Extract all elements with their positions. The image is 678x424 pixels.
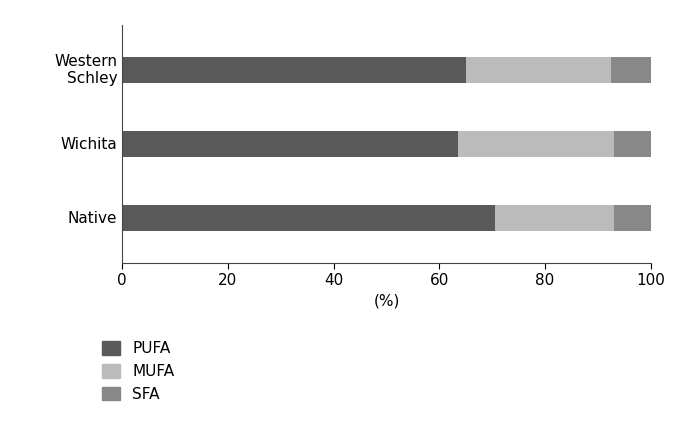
Bar bbox=[122, 205, 495, 232]
Bar bbox=[614, 205, 651, 232]
Bar bbox=[458, 131, 614, 157]
Bar bbox=[466, 57, 612, 83]
Legend: PUFA, MUFA, SFA: PUFA, MUFA, SFA bbox=[96, 335, 180, 408]
X-axis label: (%): (%) bbox=[374, 294, 399, 309]
Bar bbox=[122, 131, 458, 157]
Bar bbox=[495, 205, 614, 232]
Bar bbox=[612, 57, 651, 83]
Bar bbox=[122, 57, 466, 83]
Bar bbox=[614, 131, 651, 157]
